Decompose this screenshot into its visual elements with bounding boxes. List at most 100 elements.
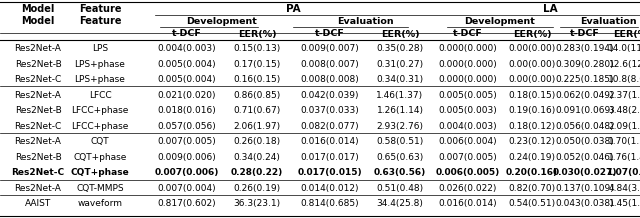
Text: 0.31(0.27): 0.31(0.27) xyxy=(376,60,424,68)
Text: CQT-MMPS: CQT-MMPS xyxy=(76,184,124,192)
Text: LFCC: LFCC xyxy=(89,90,111,100)
Text: LPS+phase: LPS+phase xyxy=(75,75,125,84)
Text: 3.48(2.58): 3.48(2.58) xyxy=(609,106,640,115)
Text: 0.16(0.15): 0.16(0.15) xyxy=(234,75,280,84)
Text: 1.26(1.14): 1.26(1.14) xyxy=(376,106,424,115)
Text: AAIST: AAIST xyxy=(25,199,51,208)
Text: 0.309(0.280): 0.309(0.280) xyxy=(556,60,614,68)
Text: 0.35(0.28): 0.35(0.28) xyxy=(376,44,424,53)
Text: 0.052(0.046): 0.052(0.046) xyxy=(556,153,614,162)
Text: 0.00(0.00): 0.00(0.00) xyxy=(508,60,556,68)
Text: 1.76(1.47): 1.76(1.47) xyxy=(609,153,640,162)
Text: Res2Net-C: Res2Net-C xyxy=(12,168,65,177)
Text: 0.005(0.005): 0.005(0.005) xyxy=(438,90,497,100)
Text: Res2Net-C: Res2Net-C xyxy=(14,121,61,131)
Text: 2.37(1.81): 2.37(1.81) xyxy=(609,90,640,100)
Text: 0.00(0.00): 0.00(0.00) xyxy=(508,44,556,53)
Text: 0.24(0.19): 0.24(0.19) xyxy=(509,153,556,162)
Text: CQT: CQT xyxy=(91,137,109,146)
Text: 0.18(0.12): 0.18(0.12) xyxy=(508,121,556,131)
Text: 36.3(23.1): 36.3(23.1) xyxy=(234,199,280,208)
Text: Development: Development xyxy=(187,17,257,26)
Text: Model: Model xyxy=(21,4,54,14)
Text: 0.26(0.19): 0.26(0.19) xyxy=(234,184,280,192)
Text: 0.007(0.005): 0.007(0.005) xyxy=(438,153,497,162)
Text: 0.54(0.51): 0.54(0.51) xyxy=(508,199,556,208)
Text: 0.58(0.51): 0.58(0.51) xyxy=(376,137,424,146)
Text: 34.4(25.8): 34.4(25.8) xyxy=(376,199,424,208)
Text: t-DCF: t-DCF xyxy=(172,29,202,39)
Text: LFCC+phase: LFCC+phase xyxy=(71,121,129,131)
Text: Evaluation: Evaluation xyxy=(580,17,637,26)
Text: 0.009(0.007): 0.009(0.007) xyxy=(301,44,360,53)
Text: 0.016(0.014): 0.016(0.014) xyxy=(438,199,497,208)
Text: Res2Net-C: Res2Net-C xyxy=(14,75,61,84)
Text: 0.026(0.022): 0.026(0.022) xyxy=(439,184,497,192)
Text: 0.71(0.67): 0.71(0.67) xyxy=(234,106,280,115)
Text: 2.06(1.97): 2.06(1.97) xyxy=(234,121,280,131)
Text: 0.00(0.00): 0.00(0.00) xyxy=(508,75,556,84)
Text: Res2Net-B: Res2Net-B xyxy=(15,106,61,115)
Text: LA: LA xyxy=(543,4,557,14)
Text: 0.030(0.027): 0.030(0.027) xyxy=(553,168,617,177)
Text: 0.18(0.15): 0.18(0.15) xyxy=(508,90,556,100)
Text: Res2Net-A: Res2Net-A xyxy=(15,90,61,100)
Text: 14.0(11.1): 14.0(11.1) xyxy=(609,44,640,53)
Text: LFCC+phase: LFCC+phase xyxy=(71,106,129,115)
Text: 0.014(0.012): 0.014(0.012) xyxy=(301,184,359,192)
Text: LPS: LPS xyxy=(92,44,108,53)
Text: 0.004(0.003): 0.004(0.003) xyxy=(438,121,497,131)
Text: 0.007(0.004): 0.007(0.004) xyxy=(157,184,216,192)
Text: Development: Development xyxy=(465,17,536,26)
Text: 0.021(0.020): 0.021(0.020) xyxy=(157,90,216,100)
Text: 0.15(0.13): 0.15(0.13) xyxy=(234,44,280,53)
Text: Res2Net-B: Res2Net-B xyxy=(15,60,61,68)
Text: 0.007(0.006): 0.007(0.006) xyxy=(155,168,219,177)
Text: 0.006(0.004): 0.006(0.004) xyxy=(438,137,497,146)
Text: 10.8(8.08): 10.8(8.08) xyxy=(609,75,640,84)
Text: 0.51(0.48): 0.51(0.48) xyxy=(376,184,424,192)
Text: 2.93(2.76): 2.93(2.76) xyxy=(376,121,424,131)
Text: 0.19(0.16): 0.19(0.16) xyxy=(508,106,556,115)
Text: 0.20(0.16): 0.20(0.16) xyxy=(506,168,558,177)
Text: 1.46(1.37): 1.46(1.37) xyxy=(376,90,424,100)
Text: 0.018(0.016): 0.018(0.016) xyxy=(157,106,216,115)
Text: 0.016(0.014): 0.016(0.014) xyxy=(301,137,359,146)
Text: Feature: Feature xyxy=(79,16,121,26)
Text: 1.07(0.94): 1.07(0.94) xyxy=(605,168,640,177)
Text: Res2Net-B: Res2Net-B xyxy=(15,153,61,162)
Text: 0.037(0.033): 0.037(0.033) xyxy=(301,106,360,115)
Text: 0.86(0.85): 0.86(0.85) xyxy=(234,90,280,100)
Text: Res2Net-A: Res2Net-A xyxy=(15,137,61,146)
Text: 0.005(0.003): 0.005(0.003) xyxy=(438,106,497,115)
Text: 0.082(0.077): 0.082(0.077) xyxy=(301,121,359,131)
Text: Feature: Feature xyxy=(79,4,121,14)
Text: PA: PA xyxy=(286,4,301,14)
Text: EER(%): EER(%) xyxy=(237,29,276,39)
Text: 0.814(0.685): 0.814(0.685) xyxy=(301,199,359,208)
Text: t-DCF: t-DCF xyxy=(570,29,600,39)
Text: 0.137(0.109): 0.137(0.109) xyxy=(556,184,614,192)
Text: CQT+phase: CQT+phase xyxy=(70,168,129,177)
Text: 0.65(0.63): 0.65(0.63) xyxy=(376,153,424,162)
Text: 0.000(0.000): 0.000(0.000) xyxy=(438,44,497,53)
Text: 0.23(0.12): 0.23(0.12) xyxy=(509,137,556,146)
Text: 0.042(0.039): 0.042(0.039) xyxy=(301,90,359,100)
Text: 4.84(3.64): 4.84(3.64) xyxy=(609,184,640,192)
Text: 0.000(0.000): 0.000(0.000) xyxy=(438,75,497,84)
Text: 0.091(0.069): 0.091(0.069) xyxy=(556,106,614,115)
Text: t-DCF: t-DCF xyxy=(453,29,483,39)
Text: 0.26(0.18): 0.26(0.18) xyxy=(234,137,280,146)
Text: EER(%): EER(%) xyxy=(513,29,551,39)
Text: 0.34(0.24): 0.34(0.24) xyxy=(234,153,280,162)
Text: 0.057(0.056): 0.057(0.056) xyxy=(157,121,216,131)
Text: waveform: waveform xyxy=(77,199,122,208)
Text: 0.009(0.006): 0.009(0.006) xyxy=(157,153,216,162)
Text: t-DCF: t-DCF xyxy=(315,29,345,39)
Text: 0.056(0.048): 0.056(0.048) xyxy=(556,121,614,131)
Text: 0.006(0.005): 0.006(0.005) xyxy=(436,168,500,177)
Text: 0.817(0.602): 0.817(0.602) xyxy=(157,199,216,208)
Text: EER(%): EER(%) xyxy=(381,29,419,39)
Text: 0.82(0.70): 0.82(0.70) xyxy=(508,184,556,192)
Text: 0.17(0.15): 0.17(0.15) xyxy=(234,60,280,68)
